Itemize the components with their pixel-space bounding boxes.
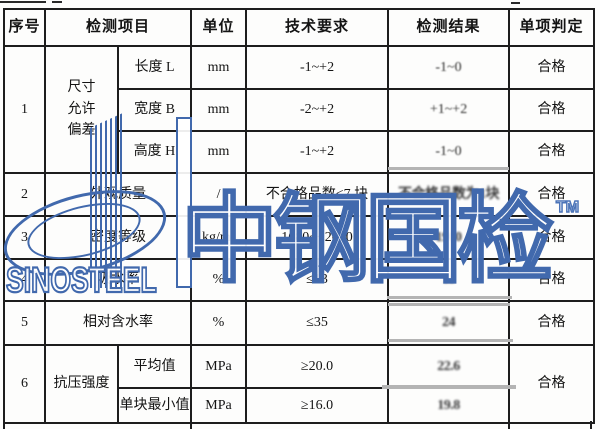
test-report-table: 序号 检测项目 单位 技术要求 检测结果 单项判定 1 尺寸允许偏差 长度 L … <box>3 8 596 424</box>
cell-verdict: 合格 <box>508 344 596 424</box>
cell-item-group: 抗压强度 <box>44 344 119 424</box>
header-requirement: 技术要求 <box>245 8 390 47</box>
redaction-bar <box>387 296 512 299</box>
cell-item: 相对含水率 <box>43 300 193 346</box>
cell-verdict: 合格 <box>508 45 596 90</box>
cell-requirement: -2~+2 <box>245 88 390 132</box>
cell-no: 3 <box>3 215 46 260</box>
cell-unit: mm <box>190 88 248 132</box>
cell-requirement: 不合格品数≤7 块 <box>245 172 390 217</box>
cell-no: 6 <box>3 344 46 424</box>
cell-unit: kg/m³ <box>190 215 248 260</box>
cell-no: 5 <box>3 300 46 346</box>
cell-result: 22.6 <box>387 344 511 389</box>
redaction-bar <box>388 339 513 342</box>
cell-requirement: ≤35 <box>245 300 390 346</box>
cell-no: 4 <box>3 258 46 302</box>
table-row: 1 尺寸允许偏差 长度 L mm -1~+2 -1~0 合格 <box>3 45 596 174</box>
redaction-bar <box>388 167 509 170</box>
cell-item: 单块最小值 <box>116 387 193 424</box>
item-group-label: 尺寸允许偏差 <box>67 79 96 139</box>
cell-result: 19.8 <box>387 387 511 424</box>
table-row: 3 密度等级 kg/m³ 1680~<2000 1900 合格 <box>3 215 596 260</box>
cell-unit: mm <box>190 45 248 90</box>
cell-requirement: -1~+2 <box>245 45 390 90</box>
table-line-stub <box>190 421 192 429</box>
cell-item: 平均值 <box>116 344 193 389</box>
cell-requirement: ≥20.0 <box>245 344 390 389</box>
table-row: 2 外观质量 / 不合格品数≤7 块 不合格品数为1块 合格 <box>3 172 596 217</box>
cell-item: 密度等级 <box>43 215 193 260</box>
redaction-bar <box>382 385 516 389</box>
cell-item: 吸水率 <box>43 258 193 302</box>
table-line-stub <box>508 421 510 429</box>
table-row: 6 抗压强度 平均值 MPa ≥20.0 22.6 合格 <box>3 344 596 424</box>
header-no: 序号 <box>3 8 46 47</box>
cell-unit: % <box>190 300 248 346</box>
cell-requirement: -1~+2 <box>245 130 390 174</box>
header-unit: 单位 <box>190 8 248 47</box>
cell-result: 不合格品数为1块 <box>387 172 511 217</box>
table-line-stub <box>590 421 592 429</box>
cell-unit: / <box>190 172 248 217</box>
cell-verdict: 合格 <box>508 215 596 260</box>
table-row: 高度 H mm -1~+2 -1~0 合格 <box>4 130 596 174</box>
header-verdict: 单项判定 <box>508 8 596 47</box>
table-row: 4 吸水率 % ≤13 11 合格 <box>3 258 596 302</box>
table-row: 宽度 B mm -2~+2 +1~+2 合格 <box>4 88 596 132</box>
header-item: 检测项目 <box>43 8 193 47</box>
cell-no: 2 <box>3 172 46 217</box>
cell-no: 1 <box>3 45 46 174</box>
cell-verdict: 合格 <box>508 258 596 302</box>
table-row: 单块最小值 MPa ≥16.0 19.8 <box>4 387 594 424</box>
scan-artifact-dash <box>52 1 62 3</box>
table-header-row: 序号 检测项目 单位 技术要求 检测结果 单项判定 <box>3 8 596 47</box>
cell-item: 长度 L <box>116 45 193 90</box>
cell-item: 高度 H <box>116 130 193 174</box>
scan-artifact-line <box>0 1 46 3</box>
cell-result: -1~0 <box>387 130 511 174</box>
cell-result: 11 <box>387 258 511 302</box>
cell-verdict: 合格 <box>508 88 596 132</box>
cell-item: 宽度 B <box>116 88 193 132</box>
cell-item: 外观质量 <box>43 172 193 217</box>
cell-verdict: 合格 <box>508 130 596 174</box>
cell-result: -1~0 <box>387 45 511 90</box>
table-row: 5 相对含水率 % ≤35 24 合格 <box>3 300 596 346</box>
table-line-stub <box>3 421 5 429</box>
cell-result: 24 <box>387 300 511 346</box>
cell-unit: % <box>190 258 248 302</box>
cell-unit: mm <box>190 130 248 174</box>
scan-artifact-dash <box>511 2 520 4</box>
header-result: 检测结果 <box>387 8 511 47</box>
cell-requirement: 1680~<2000 <box>245 215 390 260</box>
redaction-bar <box>388 303 510 306</box>
cell-requirement: ≤13 <box>245 258 390 302</box>
cell-requirement: ≥16.0 <box>245 387 390 424</box>
cell-result: 1900 <box>387 215 511 260</box>
cell-unit: MPa <box>190 344 248 389</box>
cell-verdict: 合格 <box>508 172 596 217</box>
cell-unit: MPa <box>190 387 248 424</box>
cell-result: +1~+2 <box>387 88 511 132</box>
cell-verdict: 合格 <box>508 300 596 346</box>
cell-item-group: 尺寸允许偏差 <box>44 45 119 174</box>
